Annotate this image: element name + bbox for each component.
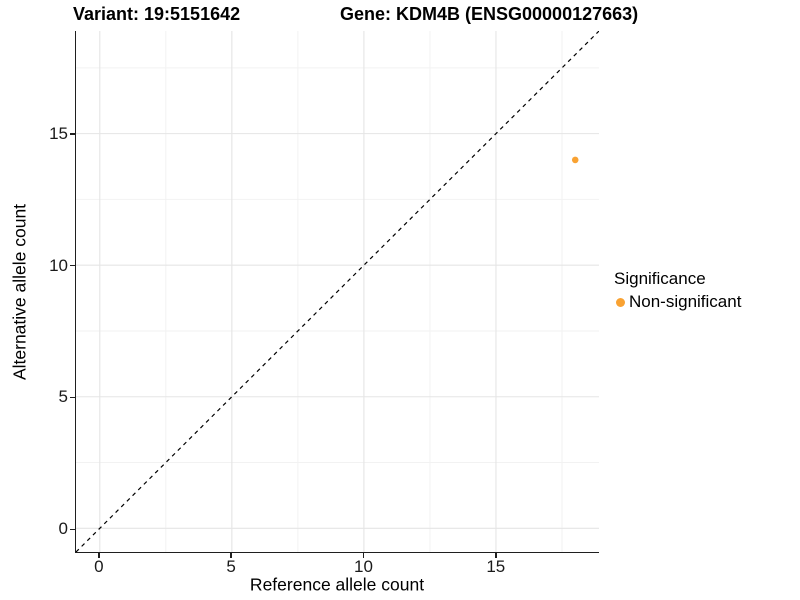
x-axis-title: Reference allele count	[249, 574, 425, 595]
y-axis-tick	[70, 528, 75, 531]
y-tick-label: 15	[49, 123, 68, 143]
y-axis-title: Alternative allele count	[9, 203, 30, 381]
variant-title: Variant: 19:5151642	[73, 4, 241, 24]
y-tick-label: 10	[49, 255, 68, 275]
legend-item-label: Non-significant	[629, 292, 742, 311]
x-axis-tick	[230, 553, 232, 558]
plot-panel	[75, 31, 599, 553]
x-axis-tick	[495, 553, 497, 558]
legend: Significance Non-significant	[614, 269, 741, 312]
y-axis-tick	[70, 264, 75, 267]
scatter-plot-canvas	[76, 31, 599, 552]
data-point	[571, 156, 579, 164]
x-axis-tick	[362, 553, 365, 558]
gene-title: Gene: KDM4B (ENSG00000127663)	[340, 4, 639, 24]
y-axis-tick	[70, 133, 75, 135]
y-tick-label: 5	[58, 387, 68, 407]
y-tick-label: 0	[58, 519, 68, 539]
x-tick-label: 0	[94, 557, 104, 576]
non-significant-point-icon	[616, 297, 625, 307]
x-tick-label: 5	[226, 557, 236, 576]
identity-reference-line	[76, 31, 599, 552]
x-tick-label: 10	[353, 557, 373, 576]
legend-item-non-significant: Non-significant	[614, 292, 741, 312]
x-axis-tick	[98, 553, 100, 558]
x-tick-label: 15	[486, 557, 506, 576]
y-axis-tick	[70, 396, 75, 399]
legend-title: Significance	[614, 269, 706, 288]
